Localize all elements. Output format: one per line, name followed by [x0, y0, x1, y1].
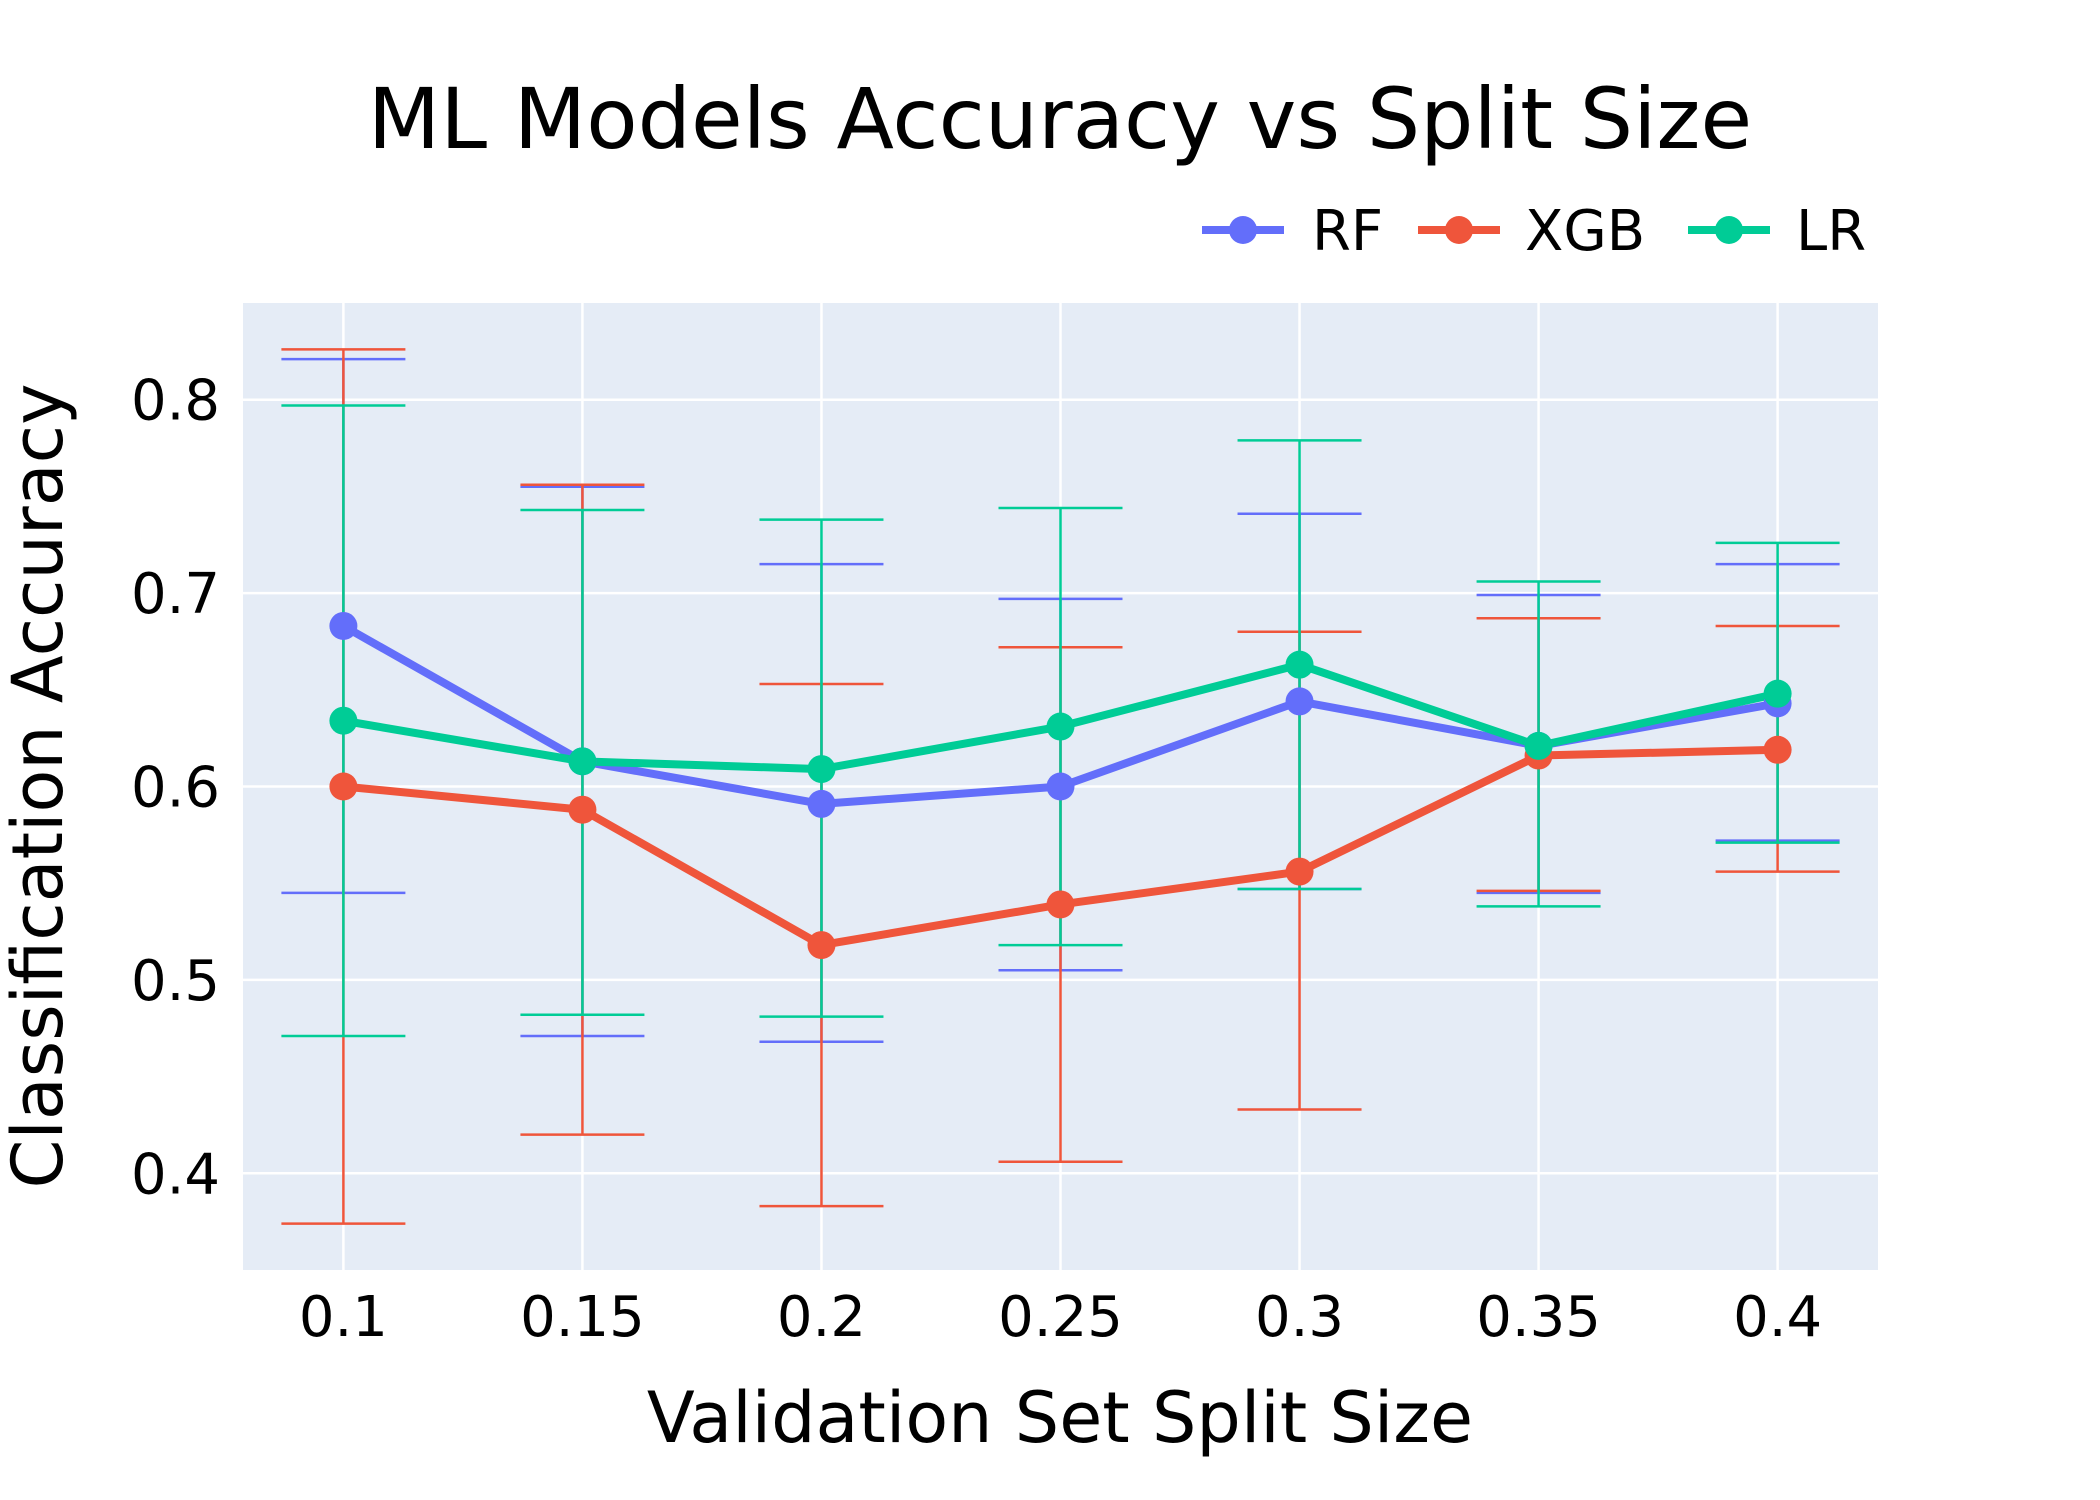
- data-point-xgb: [1285, 857, 1314, 886]
- legend-item-lr: LR: [1688, 199, 1866, 264]
- data-point-xgb: [568, 795, 597, 824]
- data-point-rf: [329, 611, 358, 640]
- data-point-xgb: [807, 931, 836, 960]
- legend-label: XGB: [1525, 199, 1645, 264]
- legend-item-rf: RF: [1202, 199, 1383, 264]
- x-tick-label: 0.35: [1476, 1285, 1601, 1350]
- x-tick-label: 0.2: [777, 1285, 866, 1350]
- x-axis-title: Validation Set Split Size: [647, 1377, 1473, 1459]
- data-point-rf: [1285, 687, 1314, 716]
- series-markers: [329, 611, 1792, 960]
- legend: RF XGB LR: [1202, 199, 1866, 264]
- data-point-lr: [1046, 712, 1075, 741]
- y-axis-ticks: 0.4 0.5 0.6 0.7 0.8: [131, 369, 220, 1208]
- y-tick-label: 0.6: [131, 756, 220, 821]
- y-tick-label: 0.7: [131, 562, 220, 627]
- data-point-rf: [1046, 772, 1075, 801]
- x-axis-ticks: 0.1 0.15 0.2 0.25 0.3 0.35 0.4: [299, 1285, 1822, 1350]
- chart-title: ML Models Accuracy vs Split Size: [368, 70, 1752, 168]
- y-tick-label: 0.5: [131, 949, 220, 1014]
- data-point-lr: [807, 755, 836, 784]
- data-point-lr: [1285, 650, 1314, 679]
- y-tick-label: 0.4: [131, 1142, 220, 1207]
- legend-label: RF: [1312, 199, 1383, 264]
- data-point-xgb: [1763, 735, 1792, 764]
- data-point-lr: [1763, 679, 1792, 708]
- data-point-lr: [568, 747, 597, 776]
- x-tick-label: 0.15: [520, 1285, 645, 1350]
- x-tick-label: 0.25: [998, 1285, 1123, 1350]
- data-point-xgb: [329, 772, 358, 801]
- data-point-lr: [1524, 731, 1553, 760]
- data-point-rf: [807, 789, 836, 818]
- legend-label: LR: [1796, 199, 1866, 264]
- data-point-lr: [329, 706, 358, 735]
- x-tick-label: 0.4: [1733, 1285, 1822, 1350]
- data-point-xgb: [1046, 890, 1075, 919]
- legend-item-xgb: XGB: [1418, 199, 1645, 264]
- x-tick-label: 0.1: [299, 1285, 388, 1350]
- y-tick-label: 0.8: [131, 369, 220, 434]
- y-axis-title: Classification Accuracy: [0, 384, 79, 1189]
- x-tick-label: 0.3: [1255, 1285, 1344, 1350]
